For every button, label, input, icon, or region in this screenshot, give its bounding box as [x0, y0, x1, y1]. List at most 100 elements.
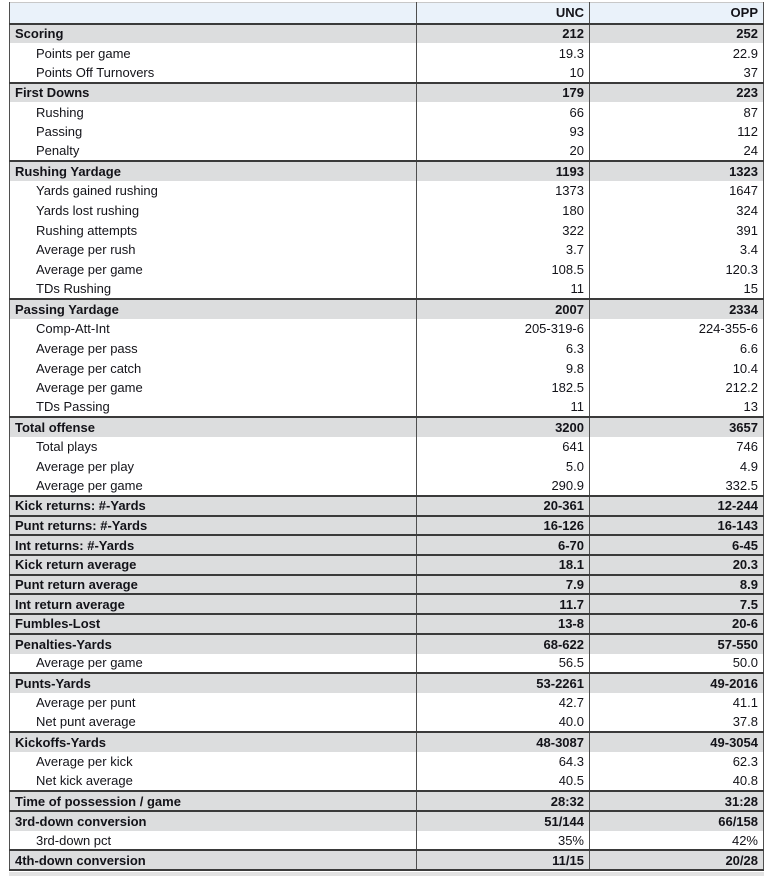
- unc-value: 11: [416, 397, 590, 418]
- unc-value: 53-2261: [416, 672, 590, 693]
- stat-label: Punt return average: [9, 573, 417, 595]
- opp-value: 4.9: [589, 456, 764, 477]
- section-row: Punts-Yards 53-2261 49-2016: [9, 672, 764, 693]
- stat-row: TDs Rushing 11 15: [9, 279, 764, 300]
- stat-row: Comp-Att-Int 205-319-6 224-355-6: [9, 318, 764, 339]
- opp-value: 332.5: [589, 476, 764, 496]
- stat-row: Passing 93 112: [9, 121, 764, 142]
- stat-label: Yards gained rushing: [9, 181, 417, 201]
- unc-value: 66: [416, 102, 590, 122]
- section-row: Kick return average 18.1 20.3: [9, 554, 764, 575]
- unc-value: 20: [416, 141, 590, 162]
- opp-value: 7.5: [589, 593, 764, 615]
- opp-value: 20.3: [589, 554, 764, 575]
- opp-value: 40.8: [589, 771, 764, 792]
- table-header-row: UNC OPP: [9, 2, 764, 25]
- stat-label: Average per game: [9, 476, 417, 496]
- unc-value: 35%: [416, 830, 590, 851]
- opp-value: 49-3054: [589, 731, 764, 752]
- section-row: Rushing Yardage 1193 1323: [9, 160, 764, 181]
- stat-label: Time of possession / game: [9, 790, 417, 811]
- stat-label: Int returns: #-Yards: [9, 534, 417, 556]
- unc-value: 1193: [416, 160, 590, 181]
- stat-row: Average per game 56.5 50.0: [9, 653, 764, 674]
- opp-value: 87: [589, 102, 764, 122]
- unc-value: 182.5: [416, 377, 590, 398]
- unc-value: 93: [416, 121, 590, 142]
- opp-value: 112: [589, 121, 764, 142]
- stat-row: Average per rush 3.7 3.4: [9, 240, 764, 260]
- unc-value: 16-126: [416, 514, 590, 536]
- stat-label: Fumbles-Lost: [9, 613, 417, 634]
- unc-value: 10: [416, 62, 590, 83]
- opp-value: 1323: [589, 160, 764, 181]
- stat-label: Passing: [9, 121, 417, 142]
- opp-value: 10.4: [589, 358, 764, 378]
- stat-label: Comp-Att-Int: [9, 318, 417, 339]
- unc-value: 205-319-6: [416, 318, 590, 339]
- stat-row: Yards lost rushing 180 324: [9, 200, 764, 221]
- opp-value: 3.4: [589, 240, 764, 260]
- stat-label: TDs Rushing: [9, 279, 417, 300]
- team-stats-table: UNC OPP Scoring 212 252 Points per game 19.3…: [9, 2, 764, 872]
- stat-row: Total plays 641 746: [9, 436, 764, 457]
- stat-row: Net kick average 40.5 40.8: [9, 771, 764, 792]
- stat-row: Rushing attempts 322 391: [9, 220, 764, 241]
- stat-name-column-header: [9, 2, 417, 25]
- opp-value: 252: [589, 22, 764, 44]
- unc-value: 48-3087: [416, 731, 590, 752]
- stat-row: Average per play 5.0 4.9: [9, 456, 764, 477]
- stat-row: Average per game 290.9 332.5: [9, 476, 764, 496]
- opp-value: 324: [589, 200, 764, 221]
- section-row: Penalties-Yards 68-622 57-550: [9, 632, 764, 654]
- unc-value: 51/144: [416, 810, 590, 831]
- opp-value: 1647: [589, 181, 764, 201]
- section-row: 3rd-down conversion 51/144 66/158: [9, 810, 764, 831]
- stat-label: Scoring: [9, 22, 417, 44]
- opp-value: 50.0: [589, 653, 764, 674]
- unc-value: 68-622: [416, 632, 590, 654]
- stat-label: Net punt average: [9, 712, 417, 733]
- section-row: Total offense 3200 3657: [9, 416, 764, 437]
- opp-value: 41.1: [589, 692, 764, 713]
- unc-value: 108.5: [416, 259, 590, 280]
- opp-value: 746: [589, 436, 764, 457]
- stat-row: Average per punt 42.7 41.1: [9, 692, 764, 713]
- unc-value: 42.7: [416, 692, 590, 713]
- unc-value: 40.0: [416, 712, 590, 733]
- stat-label: Rushing attempts: [9, 220, 417, 241]
- unc-value: 1373: [416, 181, 590, 201]
- opp-value: 37.8: [589, 712, 764, 733]
- section-row: Punt return average 7.9 8.9: [9, 573, 764, 595]
- stat-label: 4th-down conversion: [9, 849, 417, 871]
- stat-label: Total plays: [9, 436, 417, 457]
- stat-label: Average per game: [9, 377, 417, 398]
- section-row: Time of possession / game 28:32 31:28: [9, 790, 764, 811]
- section-row: Int returns: #-Yards 6-70 6-45: [9, 534, 764, 556]
- stat-row: Average per kick 64.3 62.3: [9, 751, 764, 772]
- opp-value: 15: [589, 279, 764, 300]
- unc-value: 20-361: [416, 495, 590, 516]
- stat-label: First Downs: [9, 81, 417, 103]
- opp-value: 8.9: [589, 573, 764, 595]
- stat-label: Average per game: [9, 653, 417, 674]
- stat-label: Punt returns: #-Yards: [9, 514, 417, 536]
- unc-value: 180: [416, 200, 590, 221]
- opp-value: 224-355-6: [589, 318, 764, 339]
- section-row: Kickoffs-Yards 48-3087 49-3054: [9, 731, 764, 752]
- stat-label: Points Off Turnovers: [9, 62, 417, 83]
- unc-value: 5.0: [416, 456, 590, 477]
- section-row: First Downs 179 223: [9, 81, 764, 103]
- stat-label: Total offense: [9, 416, 417, 437]
- stat-label: Rushing Yardage: [9, 160, 417, 181]
- unc-value: 3200: [416, 416, 590, 437]
- opp-value: 20/28: [589, 849, 764, 871]
- opp-value: 13: [589, 397, 764, 418]
- unc-value: 179: [416, 81, 590, 103]
- stat-label: Kickoffs-Yards: [9, 731, 417, 752]
- opp-value: 2334: [589, 298, 764, 319]
- stat-row: 3rd-down pct 35% 42%: [9, 830, 764, 851]
- stat-label: 3rd-down conversion: [9, 810, 417, 831]
- stat-label: Average per play: [9, 456, 417, 477]
